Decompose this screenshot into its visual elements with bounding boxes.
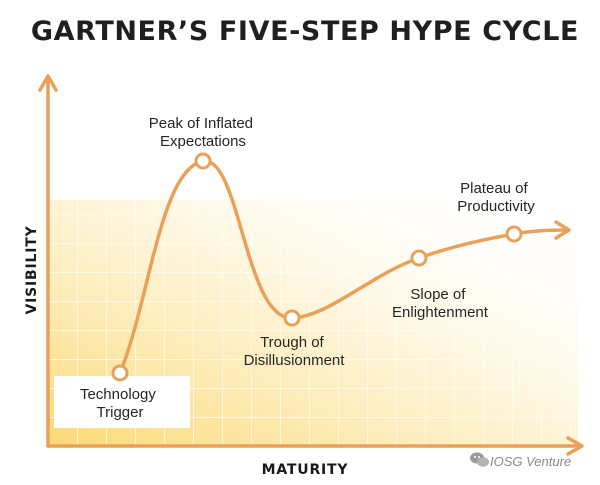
- stage-labels: Technology Trigger Peak of Inflated Expe…: [80, 115, 535, 421]
- stage-label-peak: Peak of Inflated Expectations: [149, 115, 257, 150]
- marker-plateau: [505, 225, 523, 243]
- wechat-icon: [470, 452, 489, 467]
- y-axis-label: VISIBILITY: [24, 225, 40, 314]
- x-axis-arrow-icon: [566, 436, 584, 456]
- trigger-label-box: [54, 376, 190, 428]
- stage-label-slope: Slope of Enlightenment: [392, 286, 489, 321]
- marker-peak: [194, 152, 212, 170]
- watermark-text: IOSG Venture: [490, 454, 571, 469]
- stage-label-trough: Trough of Disillusionment: [244, 334, 346, 369]
- marker-technology-trigger: [111, 364, 129, 382]
- axes: [38, 74, 584, 456]
- stage-markers: [111, 152, 523, 382]
- watermark: IOSG Venture: [470, 452, 571, 469]
- y-axis-arrow-icon: [38, 74, 58, 92]
- diagram-title: GARTNER’S FIVE-STEP HYPE CYCLE: [31, 16, 579, 47]
- x-axis-label: MATURITY: [262, 462, 349, 478]
- marker-slope: [410, 249, 428, 267]
- curve-arrow-icon: [554, 220, 571, 240]
- stage-label-technology-trigger: Technology Trigger: [80, 386, 160, 421]
- marker-trough: [283, 309, 301, 327]
- stage-label-plateau: Plateau of Productivity: [457, 180, 535, 215]
